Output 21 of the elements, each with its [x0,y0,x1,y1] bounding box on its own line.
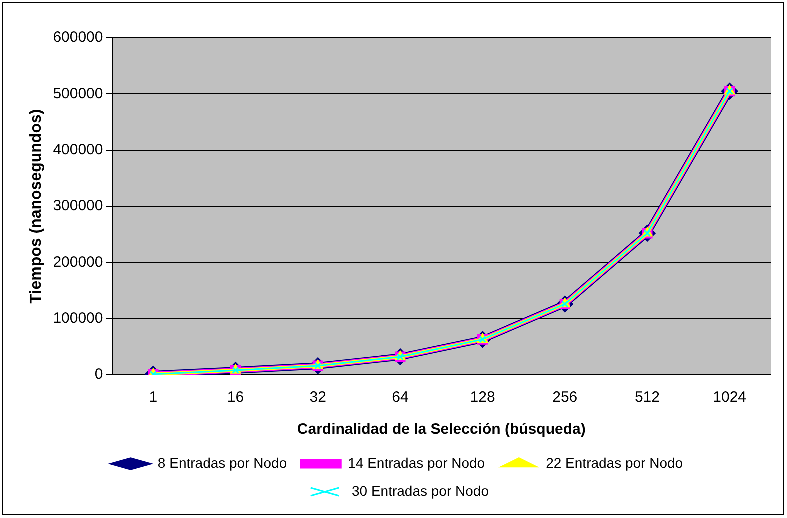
x-axis-title: Cardinalidad de la Selección (búsqueda) [297,421,586,438]
y-tick-label: 200000 [53,254,104,271]
y-tick-label: 600000 [53,29,104,46]
x-tick-label: 512 [634,389,660,406]
y-tick-label: 400000 [53,141,104,158]
x-tick-label: 64 [392,389,409,406]
x-tick-label: 1 [149,389,158,406]
x-tick-label: 32 [310,389,326,406]
legend-label: 14 Entradas por Nodo [348,454,486,471]
y-tick-label: 300000 [53,198,104,215]
x-tick-label: 16 [227,389,244,406]
x-tick-label: 128 [470,389,496,406]
legend-label: 22 Entradas por Nodo [546,454,684,471]
y-axis-title: Tiempos (nanosegundos) [28,109,46,304]
legend-label: 8 Entradas por Nodo [158,454,288,471]
legend-label: 30 Entradas por Nodo [352,482,490,499]
y-tick-label: 100000 [53,310,104,327]
y-tick-label: 0 [94,366,104,384]
y-tick-label: 500000 [53,85,104,102]
x-tick-label: 1024 [713,389,747,406]
x-tick-label: 256 [552,389,578,406]
